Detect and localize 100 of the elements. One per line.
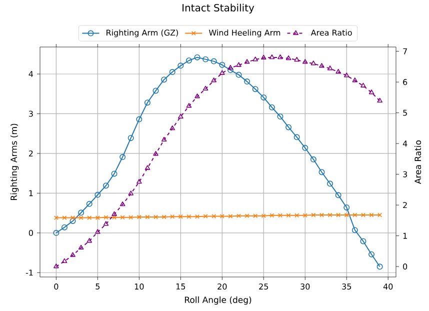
point: [136, 214, 142, 220]
point: [161, 76, 168, 83]
y-tick-label: 1: [29, 190, 33, 196]
point: [219, 62, 226, 68]
point: [319, 212, 324, 218]
point: [294, 134, 300, 140]
point: [302, 59, 308, 64]
y-tick-label: 4: [28, 71, 34, 77]
point: [336, 212, 341, 218]
point: [186, 58, 192, 64]
point: [120, 154, 126, 160]
point: [136, 116, 142, 122]
y2-tick-label: 1: [403, 232, 407, 239]
x-tick-label: 40: [383, 284, 393, 290]
point: [328, 212, 332, 218]
y-tick-label: -1: [26, 270, 33, 276]
x-tick-label: 10: [134, 284, 144, 290]
point: [327, 66, 333, 70]
point: [203, 214, 208, 218]
point: [202, 86, 208, 91]
point: [244, 59, 250, 64]
point: [102, 182, 109, 189]
point: [352, 212, 358, 218]
point: [78, 210, 84, 216]
point: [236, 72, 242, 78]
point: [261, 214, 266, 218]
point: [54, 264, 59, 268]
x-tick-label: 20: [218, 284, 227, 290]
point: [162, 214, 166, 220]
point: [360, 82, 366, 88]
y-axis-title: Righting Arms (m): [10, 124, 19, 200]
point: [360, 238, 366, 244]
point: [310, 60, 316, 66]
x-tick-label: 5: [96, 284, 100, 290]
point: [220, 214, 224, 218]
point: [302, 213, 308, 218]
point: [336, 68, 341, 74]
legend-label: Wind Heeling Arm: [208, 29, 280, 38]
point: [244, 78, 250, 85]
point: [236, 214, 241, 218]
point: [202, 56, 209, 62]
point: [120, 215, 125, 220]
point: [369, 212, 374, 218]
point: [86, 238, 92, 243]
point: [253, 214, 258, 218]
point: [95, 229, 100, 234]
y2-axis-title: Area Ratio: [414, 140, 422, 184]
point: [120, 201, 126, 206]
point: [144, 100, 150, 106]
point: [178, 62, 184, 69]
point: [311, 212, 316, 218]
point: [112, 211, 117, 216]
point: [294, 56, 300, 62]
point: [368, 251, 375, 258]
y2-tick-label: 6: [403, 79, 408, 86]
point: [344, 72, 350, 78]
point: [194, 94, 200, 98]
point: [169, 69, 176, 76]
point: [103, 221, 109, 226]
legend-label: Righting Arm (GZ): [106, 29, 178, 38]
point: [220, 70, 225, 75]
y2-tick-label: 5: [403, 110, 407, 116]
point: [286, 55, 292, 60]
point: [70, 252, 76, 257]
point: [128, 215, 134, 220]
point: [178, 214, 183, 219]
point: [153, 151, 158, 156]
point: [186, 214, 192, 219]
point: [294, 213, 300, 218]
point: [269, 54, 275, 60]
point: [244, 214, 250, 218]
point: [62, 216, 67, 220]
y2-tick-label: 3: [403, 171, 407, 178]
point: [111, 170, 118, 177]
x-tick-label: 35: [342, 284, 352, 290]
point: [278, 213, 282, 218]
point: [94, 192, 101, 198]
point: [178, 114, 184, 118]
point: [170, 125, 176, 130]
point: [136, 178, 142, 184]
point: [112, 215, 117, 220]
point: [368, 90, 374, 94]
point: [377, 98, 382, 103]
point: [211, 78, 217, 82]
point: [228, 64, 234, 70]
point: [186, 103, 192, 108]
x-tick-label: 30: [300, 284, 310, 290]
x-tick-label: 0: [54, 284, 58, 290]
x-tick-label: 15: [176, 284, 186, 290]
point: [62, 258, 68, 264]
point: [360, 212, 366, 218]
point: [252, 86, 258, 92]
point: [104, 215, 108, 220]
chart-title: Intact Stability: [182, 4, 254, 14]
y2-tick-label: 2: [403, 202, 407, 208]
point: [260, 54, 266, 60]
point: [277, 114, 284, 120]
point: [286, 124, 292, 130]
x-axis-title: Roll Angle (deg): [184, 296, 252, 305]
point: [352, 78, 358, 82]
